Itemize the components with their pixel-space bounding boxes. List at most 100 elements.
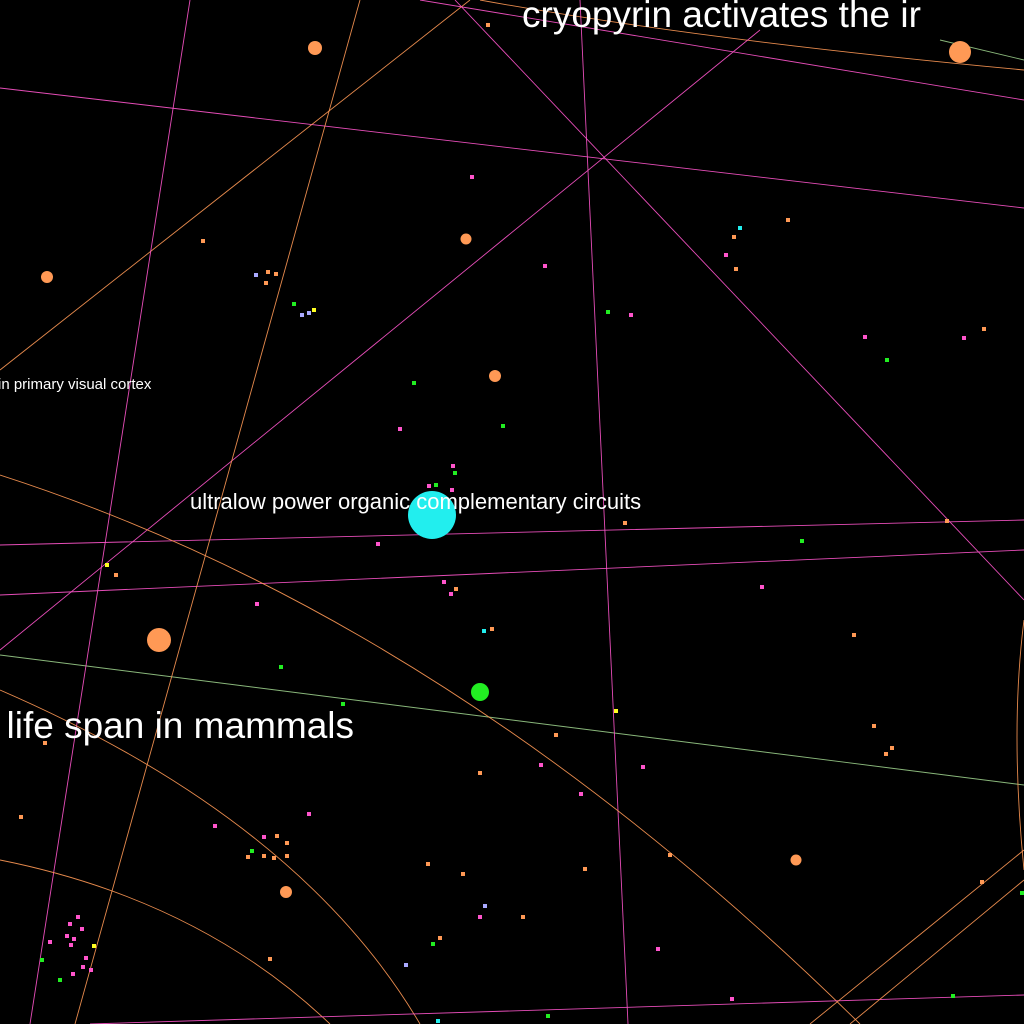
network-node[interactable] [539, 763, 543, 767]
network-node[interactable] [280, 886, 292, 898]
network-node[interactable] [454, 587, 458, 591]
network-node[interactable] [478, 915, 482, 919]
network-node[interactable] [951, 994, 955, 998]
network-node[interactable] [376, 542, 380, 546]
network-node[interactable] [285, 854, 289, 858]
network-node[interactable] [890, 746, 894, 750]
network-node[interactable] [730, 997, 734, 1001]
network-node[interactable] [656, 947, 660, 951]
network-node[interactable] [546, 1014, 550, 1018]
network-node[interactable] [790, 854, 802, 866]
network-node[interactable] [1020, 891, 1024, 895]
network-node[interactable] [84, 956, 88, 960]
network-node[interactable] [436, 1019, 440, 1023]
network-node[interactable] [300, 313, 304, 317]
network-node[interactable] [92, 944, 96, 948]
network-node[interactable] [724, 253, 728, 257]
network-node[interactable] [438, 936, 442, 940]
network-node[interactable] [470, 175, 474, 179]
network-node[interactable] [279, 665, 283, 669]
network-node[interactable] [442, 580, 446, 584]
network-node[interactable] [307, 311, 311, 315]
network-node[interactable] [579, 792, 583, 796]
network-node[interactable] [668, 853, 672, 857]
network-node[interactable] [453, 471, 457, 475]
network-node[interactable] [40, 958, 44, 962]
network-node[interactable] [431, 942, 435, 946]
network-node[interactable] [982, 327, 986, 331]
network-node[interactable] [412, 381, 416, 385]
network-node[interactable] [201, 239, 205, 243]
network-node[interactable] [521, 915, 525, 919]
network-node[interactable] [482, 629, 486, 633]
network-node[interactable] [80, 927, 84, 931]
network-node[interactable] [461, 872, 465, 876]
network-node[interactable] [58, 978, 62, 982]
network-node[interactable] [398, 427, 402, 431]
network-node[interactable] [738, 226, 742, 230]
network-node[interactable] [89, 968, 93, 972]
network-node[interactable] [852, 633, 856, 637]
network-node[interactable] [427, 484, 431, 488]
network-node[interactable] [250, 849, 254, 853]
network-node[interactable] [105, 563, 109, 567]
network-node[interactable] [308, 41, 322, 55]
network-node[interactable] [623, 521, 627, 525]
network-node[interactable] [614, 709, 618, 713]
network-node[interactable] [43, 741, 47, 745]
network-node[interactable] [945, 519, 949, 523]
network-node[interactable] [19, 815, 23, 819]
network-node[interactable] [554, 733, 558, 737]
network-node[interactable] [490, 627, 494, 631]
network-node[interactable] [408, 491, 456, 539]
network-node[interactable] [885, 358, 889, 362]
network-node[interactable] [483, 904, 487, 908]
network-node[interactable] [312, 308, 316, 312]
network-node[interactable] [471, 683, 489, 701]
network-node[interactable] [48, 940, 52, 944]
network-node[interactable] [449, 592, 453, 596]
network-node[interactable] [285, 841, 289, 845]
network-node[interactable] [147, 628, 171, 652]
network-node[interactable] [213, 824, 217, 828]
network-node[interactable] [254, 273, 258, 277]
network-node[interactable] [404, 963, 408, 967]
network-node[interactable] [264, 281, 268, 285]
network-node[interactable] [786, 218, 790, 222]
network-node[interactable] [543, 264, 547, 268]
network-node[interactable] [760, 585, 764, 589]
network-node[interactable] [962, 336, 966, 340]
network-node[interactable] [81, 965, 85, 969]
network-node[interactable] [274, 272, 278, 276]
network-node[interactable] [980, 880, 984, 884]
network-node[interactable] [460, 233, 472, 245]
network-node[interactable] [583, 867, 587, 871]
network-node[interactable] [76, 915, 80, 919]
network-node[interactable] [426, 862, 430, 866]
network-node[interactable] [262, 854, 266, 858]
network-node[interactable] [486, 23, 490, 27]
network-node[interactable] [800, 539, 804, 543]
network-node[interactable] [863, 335, 867, 339]
network-node[interactable] [292, 302, 296, 306]
network-node[interactable] [451, 464, 455, 468]
network-node[interactable] [71, 972, 75, 976]
network-node[interactable] [69, 943, 73, 947]
network-node[interactable] [272, 856, 276, 860]
network-node[interactable] [478, 771, 482, 775]
network-node[interactable] [41, 271, 53, 283]
network-node[interactable] [732, 235, 736, 239]
network-node[interactable] [884, 752, 888, 756]
network-node[interactable] [629, 313, 633, 317]
network-node[interactable] [268, 957, 272, 961]
network-node[interactable] [434, 483, 438, 487]
network-node[interactable] [641, 765, 645, 769]
network-node[interactable] [307, 812, 311, 816]
network-node[interactable] [68, 922, 72, 926]
network-node[interactable] [255, 602, 259, 606]
network-node[interactable] [72, 937, 76, 941]
network-node[interactable] [65, 934, 69, 938]
network-node[interactable] [606, 310, 610, 314]
network-node[interactable] [501, 424, 505, 428]
